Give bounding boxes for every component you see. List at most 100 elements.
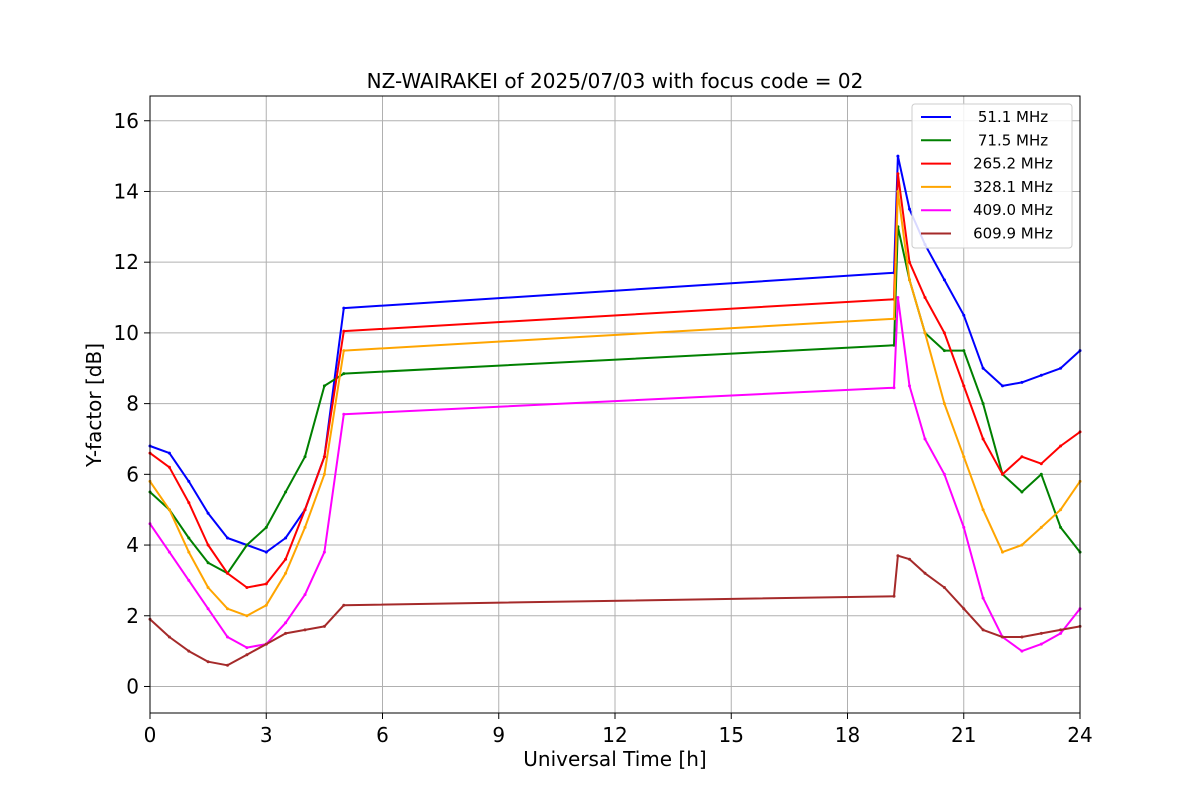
data-point [1059, 525, 1063, 529]
data-point [167, 451, 171, 455]
data-point [284, 571, 288, 575]
data-point [908, 384, 911, 388]
data-point [896, 172, 900, 176]
data-point [187, 479, 191, 483]
data-point [322, 624, 326, 628]
y-tick-label: 4 [126, 533, 139, 557]
data-point [1020, 455, 1024, 459]
data-point [187, 501, 191, 505]
data-point [322, 455, 326, 459]
legend: 51.1 MHz 71.5 MHz 265.2 MHz 328.1 MHz 409.0 … [911, 103, 1073, 249]
data-point [981, 402, 985, 406]
data-point [1039, 472, 1043, 476]
data-point [187, 550, 191, 554]
data-point [264, 525, 268, 529]
data-point [962, 313, 966, 317]
data-point [342, 372, 346, 376]
data-point [923, 571, 927, 575]
data-point [167, 508, 171, 512]
data-point [303, 525, 307, 529]
legend-entry: 609.9 MHz [973, 225, 1053, 243]
data-point [896, 154, 900, 158]
data-point [206, 586, 210, 589]
y-axis-ticks: 0 2 4 6 8 10 12 14 16 [114, 109, 150, 698]
x-tick-label: 9 [492, 723, 505, 747]
data-point [942, 472, 946, 476]
x-tick-label: 15 [719, 723, 744, 747]
data-point [226, 536, 229, 540]
x-tick-label: 0 [144, 723, 157, 747]
data-point [284, 536, 288, 540]
data-point [245, 543, 249, 547]
data-point [892, 594, 896, 598]
data-point [284, 490, 288, 494]
data-point [1020, 490, 1024, 494]
data-point [981, 437, 985, 441]
data-point [923, 331, 927, 335]
data-point [226, 663, 229, 667]
data-point [303, 508, 307, 512]
y-axis-label: Y-factor [dB] [82, 343, 106, 468]
data-point [942, 586, 946, 589]
data-point [206, 561, 210, 565]
x-tick-label: 6 [376, 723, 389, 747]
data-point [1001, 635, 1004, 639]
data-point [1020, 543, 1024, 547]
plot-lines [148, 154, 1082, 667]
data-point [245, 586, 249, 589]
data-point [264, 603, 268, 607]
data-point [206, 511, 210, 515]
data-point [206, 607, 210, 611]
data-point [1001, 384, 1004, 388]
x-tick-label: 3 [260, 723, 273, 747]
data-point [303, 628, 307, 632]
data-point [923, 296, 927, 299]
data-point [892, 386, 896, 390]
y-tick-label: 8 [126, 392, 139, 416]
legend-entry: 51.1 MHz [978, 108, 1048, 126]
data-point [342, 603, 346, 607]
data-point [342, 349, 346, 353]
data-point [264, 550, 268, 554]
data-point [981, 366, 985, 370]
data-point [322, 384, 326, 388]
data-point [284, 557, 288, 561]
data-point [322, 550, 326, 554]
data-point [923, 437, 927, 441]
data-point [1001, 550, 1004, 554]
data-point [942, 349, 946, 353]
data-point [908, 557, 911, 561]
legend-entry: 409.0 MHz [973, 201, 1053, 219]
data-point [1039, 631, 1043, 635]
legend-entry: 71.5 MHz [978, 131, 1048, 149]
data-point [187, 649, 191, 653]
legend-box [911, 103, 1073, 249]
data-point [896, 554, 900, 558]
data-point [303, 455, 307, 459]
y-tick-label: 12 [114, 250, 139, 274]
data-point [908, 278, 911, 282]
y-tick-label: 2 [126, 604, 139, 628]
data-point [284, 631, 288, 635]
data-point [206, 660, 210, 664]
data-point [342, 306, 346, 310]
legend-entry: 265.2 MHz [973, 155, 1053, 173]
data-point [245, 646, 249, 650]
data-point [226, 635, 229, 639]
data-point [1059, 631, 1063, 635]
data-point [981, 508, 985, 512]
data-point [167, 465, 171, 469]
data-point [245, 653, 249, 657]
data-point [908, 260, 911, 264]
chart-title: NZ-WAIRAKEI of 2025/07/03 with focus cod… [367, 69, 864, 93]
data-point [1059, 508, 1063, 512]
y-tick-label: 6 [126, 462, 139, 486]
x-tick-label: 18 [835, 723, 860, 747]
data-point [981, 596, 985, 600]
data-point [892, 317, 896, 321]
data-point [1020, 635, 1024, 639]
x-tick-label: 21 [951, 723, 976, 747]
data-point [226, 571, 229, 575]
data-point [1039, 373, 1043, 377]
